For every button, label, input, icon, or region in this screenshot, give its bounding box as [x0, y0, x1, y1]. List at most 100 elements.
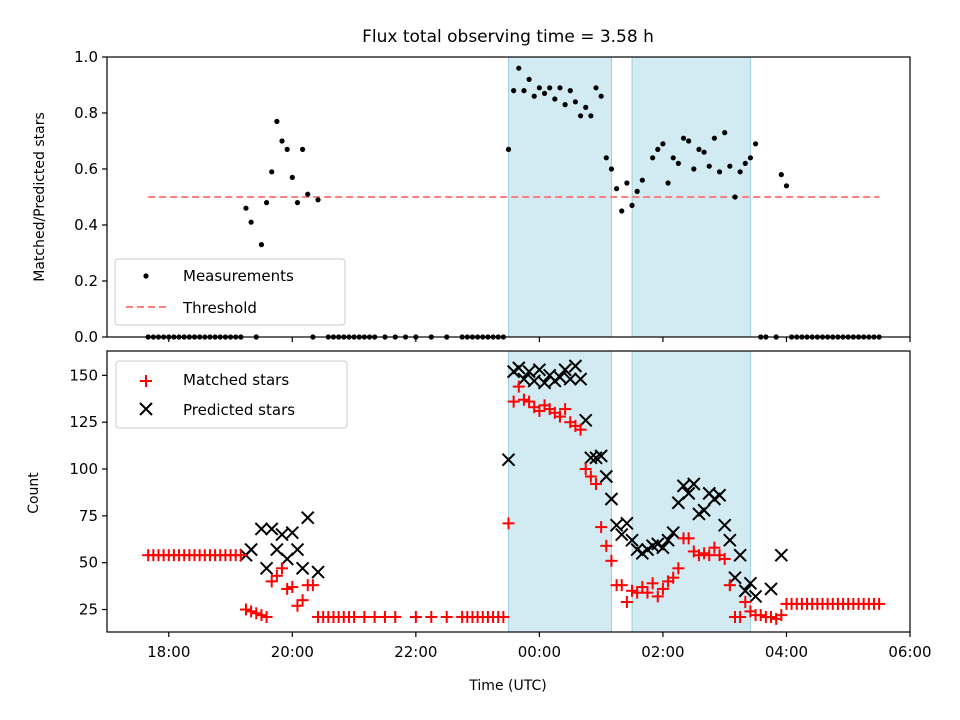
measurement-point	[516, 65, 522, 71]
measurement-point	[294, 200, 301, 206]
top-y-axis-label: Matched/Predicted stars	[32, 112, 48, 282]
predicted-point	[285, 526, 300, 540]
legend-label-measurements: Measurements	[183, 267, 294, 285]
predicted-point	[723, 533, 737, 547]
measurement-point	[547, 85, 553, 91]
matched-point	[239, 603, 252, 616]
matched-point	[873, 597, 886, 610]
matched-point	[296, 594, 309, 607]
predicted-point	[290, 542, 305, 557]
matched-point	[682, 532, 695, 545]
predicted-point	[579, 413, 593, 428]
matched-point	[533, 404, 546, 417]
measurement-point	[608, 166, 615, 172]
predicted-point	[512, 361, 526, 375]
measurement-point	[577, 113, 584, 119]
measurement-point	[706, 163, 712, 169]
predicted-point	[748, 589, 763, 604]
matched-point	[703, 549, 716, 562]
predicted-point	[728, 570, 742, 585]
matched-point	[590, 478, 603, 491]
matched-point	[255, 609, 268, 622]
matched-point	[626, 584, 639, 597]
measurement-point	[665, 180, 671, 186]
measurement-point	[660, 141, 666, 147]
matched-point	[265, 575, 278, 588]
measurement-point	[680, 135, 687, 141]
legend-bottom: Matched stars Predicted stars	[115, 360, 348, 429]
matched-point	[553, 410, 566, 423]
matched-point	[234, 549, 247, 562]
matched-point	[306, 579, 319, 592]
predicted-point	[743, 576, 758, 591]
measurement-point	[536, 85, 542, 91]
matched-point	[692, 549, 705, 562]
y-tick-label: 50	[79, 554, 98, 572]
matched-point	[389, 611, 402, 624]
measurement-point	[742, 160, 748, 166]
measurement-point	[727, 163, 733, 169]
measurement-point	[603, 155, 609, 161]
matched-point	[348, 611, 361, 624]
measurement-point	[562, 102, 568, 108]
matched-point	[651, 590, 664, 603]
matched-point	[497, 611, 510, 624]
matched-point	[672, 562, 685, 575]
predicted-point	[774, 548, 789, 562]
x-tick-label: 04:00	[765, 643, 808, 661]
matched-point	[245, 605, 258, 618]
matched-point	[286, 581, 299, 594]
x-tick-label: 00:00	[518, 643, 561, 661]
chart-title: Flux total observing time = 3.58 h	[362, 27, 654, 47]
predicted-point	[244, 542, 258, 557]
predicted-point	[676, 479, 691, 493]
x-tick-label: 18:00	[147, 643, 190, 661]
predicted-point	[573, 372, 588, 386]
predicted-point	[681, 486, 696, 501]
y-tick-label: 0.6	[74, 160, 98, 178]
matched-point	[708, 541, 721, 554]
matched-point	[574, 423, 587, 436]
y-tick-label: 0.4	[74, 216, 98, 234]
predicted-point	[527, 374, 541, 388]
matched-point	[775, 609, 788, 622]
measurement-point	[639, 177, 645, 183]
matched-point	[631, 586, 644, 599]
measurement-point	[675, 160, 681, 166]
measurement-point	[747, 155, 754, 161]
measurement-point	[289, 174, 295, 180]
measurement-point	[732, 194, 738, 200]
top-panel-frame	[106, 56, 911, 338]
y-tick-label: 0.2	[74, 272, 98, 290]
measurement-point	[593, 85, 599, 91]
shaded-interval	[508, 350, 612, 633]
bottom-y-axis-label: Count	[26, 472, 42, 514]
measurement-point	[655, 146, 661, 152]
matched-point	[600, 539, 613, 552]
matched-point	[739, 596, 752, 609]
legend-marker-matched	[140, 375, 152, 387]
predicted-point	[594, 449, 608, 463]
predicted-point	[259, 561, 274, 576]
y-tick-label: 25	[79, 601, 98, 619]
predicted-point	[712, 488, 727, 502]
x-tick-label: 20:00	[271, 643, 314, 661]
measurement-point	[300, 146, 306, 152]
measurement-point	[752, 141, 759, 147]
y-tick-label: 0.8	[74, 104, 98, 122]
predicted-point	[620, 516, 634, 531]
matched-point	[718, 552, 731, 565]
y-tick-label: 150	[69, 366, 98, 384]
measurement-point	[511, 88, 517, 94]
x-tick-label: 02:00	[641, 643, 684, 661]
matched-point	[368, 611, 381, 624]
legend-label-threshold: Threshold	[182, 299, 257, 317]
legend-marker-predicted	[139, 402, 153, 416]
predicted-point	[764, 582, 778, 596]
measurement-point	[541, 90, 548, 96]
measurement-point	[521, 88, 527, 94]
measurement-point	[269, 169, 275, 175]
legend-top: Measurements Threshold	[114, 258, 346, 326]
measurement-point	[284, 146, 290, 152]
matched-point	[579, 463, 592, 476]
